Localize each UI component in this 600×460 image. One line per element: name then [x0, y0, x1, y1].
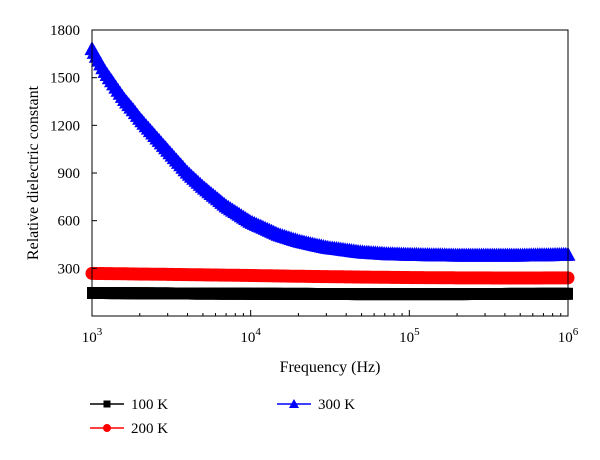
- series-layer: [84, 41, 576, 301]
- legend-marker-200k: [103, 424, 111, 432]
- y-tick-label: 1800: [50, 23, 80, 39]
- y-tick-label: 900: [58, 166, 81, 182]
- series-100k: [87, 287, 573, 301]
- legend-marker-100k: [103, 400, 111, 408]
- legend-item-200k: 200 K: [90, 421, 168, 437]
- y-tick-label: 1200: [50, 118, 80, 134]
- x-tick-label: 104: [240, 326, 261, 346]
- x-tick-label: 103: [82, 326, 103, 346]
- y-tick-label: 600: [58, 214, 81, 230]
- series-200k: [85, 266, 575, 285]
- legend-item-100k: 100 K: [90, 397, 168, 413]
- legend-marker-300k: [289, 399, 299, 408]
- legend-label-300k: 300 K: [318, 397, 355, 413]
- legend-label-200k: 200 K: [131, 421, 168, 437]
- y-axis-title: Relative dielectric constant: [25, 85, 42, 260]
- x-tick-label: 106: [558, 326, 579, 346]
- axes-layer: 300 600 900 1200 1500 1800 103 104 105 106: [50, 23, 579, 346]
- legend-label-100k: 100 K: [131, 397, 168, 413]
- x-axis-title: Frequency (Hz): [280, 359, 381, 376]
- legend: 100 K 200 K 300 K: [90, 397, 355, 437]
- series-300k: [84, 41, 576, 262]
- y-tick-label: 300: [58, 261, 81, 277]
- legend-item-300k: 300 K: [277, 397, 355, 413]
- x-tick-label: 105: [399, 326, 420, 346]
- y-tick-label: 1500: [50, 71, 80, 87]
